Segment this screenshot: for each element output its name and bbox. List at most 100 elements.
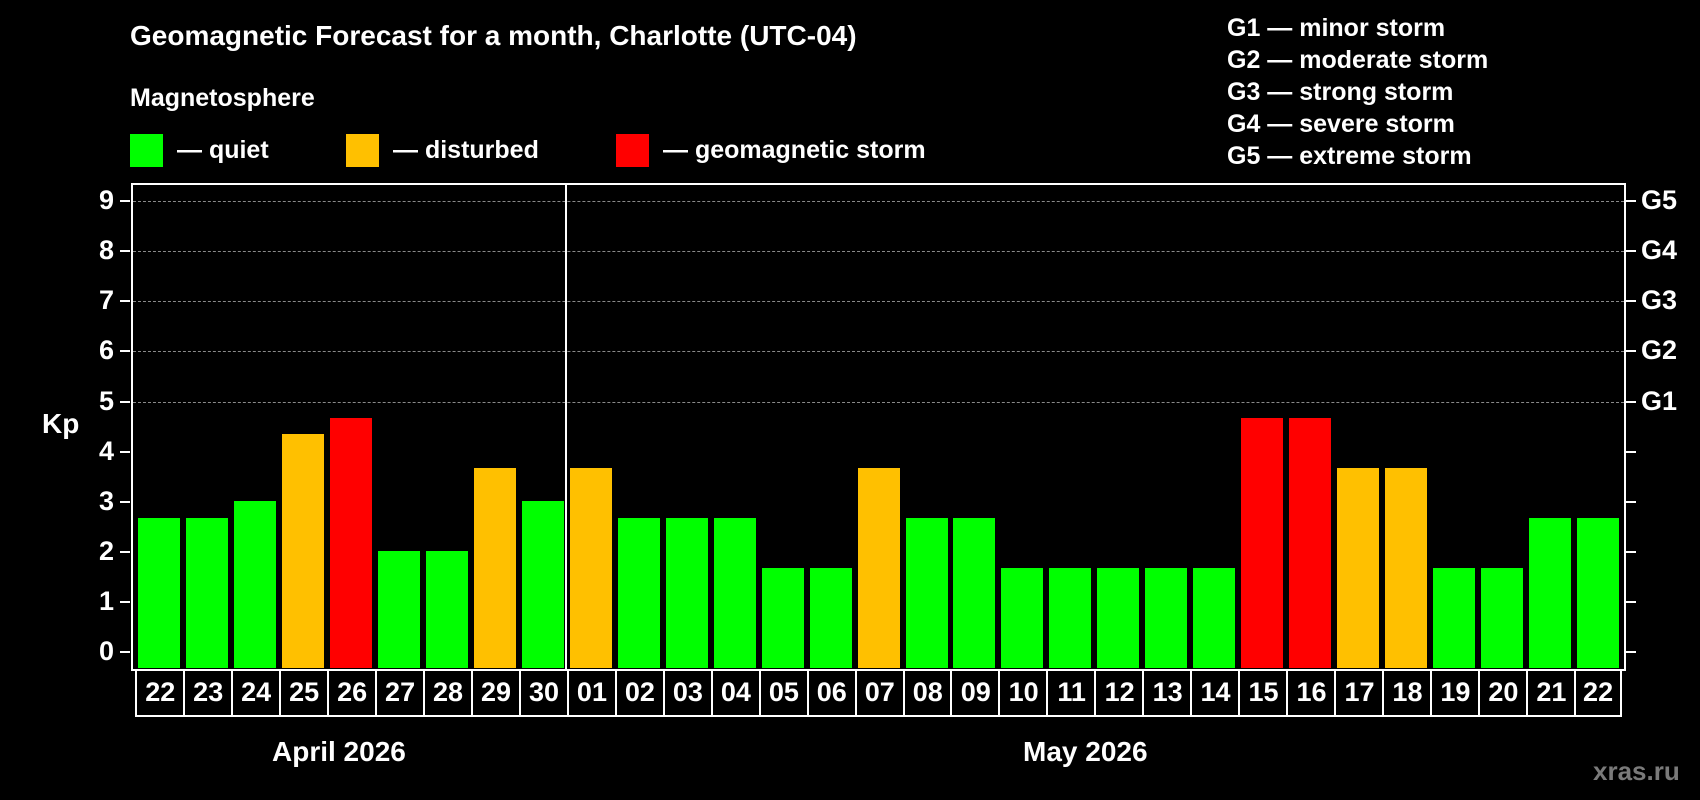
legend-item-quiet: — quiet [130,133,269,167]
kp-bar [1097,567,1140,668]
right-tick-mark [1626,550,1636,553]
kp-bar [1577,517,1620,668]
right-tick-mark [1626,450,1636,453]
date-label: 28 [422,669,472,717]
date-label: 08 [902,669,951,717]
date-label: 30 [518,669,568,717]
right-tick-mark [1626,600,1636,603]
y-tick-mark [120,350,130,353]
date-label: 10 [998,669,1047,717]
y-tick-label: 0 [98,636,114,666]
kp-bar [761,567,804,668]
legend-label: — disturbed [393,135,539,164]
g-legend-item: G2 — moderate storm [1227,46,1489,74]
kp-bar [329,417,372,668]
y-tick-mark [120,450,130,453]
kp-bar [809,567,852,668]
storm-swatch-icon [616,133,649,167]
gridline [133,201,1624,203]
disturbed-swatch-icon [346,133,379,167]
date-label: 15 [1238,669,1287,717]
g-legend-item: G3 — strong storm [1227,78,1454,106]
kp-bar [473,467,516,668]
date-label: 29 [470,669,520,717]
date-label: 07 [854,669,904,717]
kp-bar [1337,467,1380,668]
g-scale-label: G2 [1641,335,1678,366]
date-label: 23 [182,669,232,717]
date-label: 06 [806,669,856,717]
kp-bar [377,551,420,668]
date-label: 18 [1382,669,1431,717]
date-label: 22 [1574,669,1623,717]
kp-bar [569,467,612,668]
date-label: 13 [1142,669,1191,717]
date-label: 20 [1478,669,1527,717]
legend-label: — quiet [177,135,269,164]
kp-bar [521,501,564,668]
kp-bar [1241,417,1284,668]
y-tick-label: 6 [98,335,114,366]
date-label: 09 [950,669,999,717]
date-label: 04 [710,669,760,717]
gridline [133,351,1624,353]
g-scale-label: G3 [1641,285,1678,316]
y-tick-label: 3 [98,485,114,516]
y-tick-label: 4 [98,435,114,466]
kp-bar [233,501,276,668]
y-tick-mark [120,500,130,503]
right-tick-mark [1626,651,1636,653]
kp-bar [1001,567,1044,668]
kp-bar [281,434,324,668]
g-legend-item: G4 — severe storm [1227,110,1455,138]
month-divider [565,183,567,669]
y-tick-mark [120,300,130,303]
date-label: 02 [614,669,664,717]
y-tick-label: 1 [98,585,114,616]
date-label: 17 [1334,669,1383,717]
kp-bar [905,517,948,668]
quiet-swatch-icon [130,133,163,167]
y-tick-mark [120,651,130,653]
legend-item-storm: — geomagnetic storm [616,133,926,167]
kp-bar [1481,567,1524,668]
date-label: 16 [1286,669,1335,717]
y-tick-label: 9 [98,185,114,216]
right-tick-mark [1626,500,1636,503]
kp-bar [713,517,756,668]
kp-bar [1193,567,1236,668]
y-tick-label: 2 [98,535,114,566]
date-label: 11 [1046,669,1095,717]
date-label: 19 [1430,669,1479,717]
kp-bar [185,517,228,668]
gridline [133,251,1624,253]
g-scale-label: G1 [1641,385,1678,416]
date-label: 01 [566,669,616,717]
right-tick-mark [1626,200,1636,203]
y-tick-mark [120,600,130,603]
date-label: 03 [662,669,712,717]
y-tick-label: 5 [98,385,114,416]
y-tick-label: 8 [98,235,114,266]
kp-bar [1145,567,1188,668]
date-label: 12 [1094,669,1143,717]
kp-bar [665,517,708,668]
g-legend-item: G5 — extreme storm [1227,142,1472,170]
y-tick-mark [120,400,130,403]
kp-bar [617,517,660,668]
right-tick-mark [1626,350,1636,353]
date-label: 21 [1526,669,1575,717]
right-tick-mark [1626,300,1636,303]
plot-frame [131,183,1626,671]
chart-title: Geomagnetic Forecast for a month, Charlo… [130,20,857,51]
gridline [133,301,1624,303]
kp-bar [138,517,180,668]
gridline [133,401,1624,403]
month-label-april: April 2026 [272,736,406,767]
kp-bar [1049,567,1092,668]
kp-bar [1385,467,1428,668]
date-label: 27 [374,669,424,717]
g-legend-item: G1 — minor storm [1227,14,1446,42]
g-scale-label: G5 [1641,185,1678,216]
watermark: xras.ru [1593,756,1680,786]
